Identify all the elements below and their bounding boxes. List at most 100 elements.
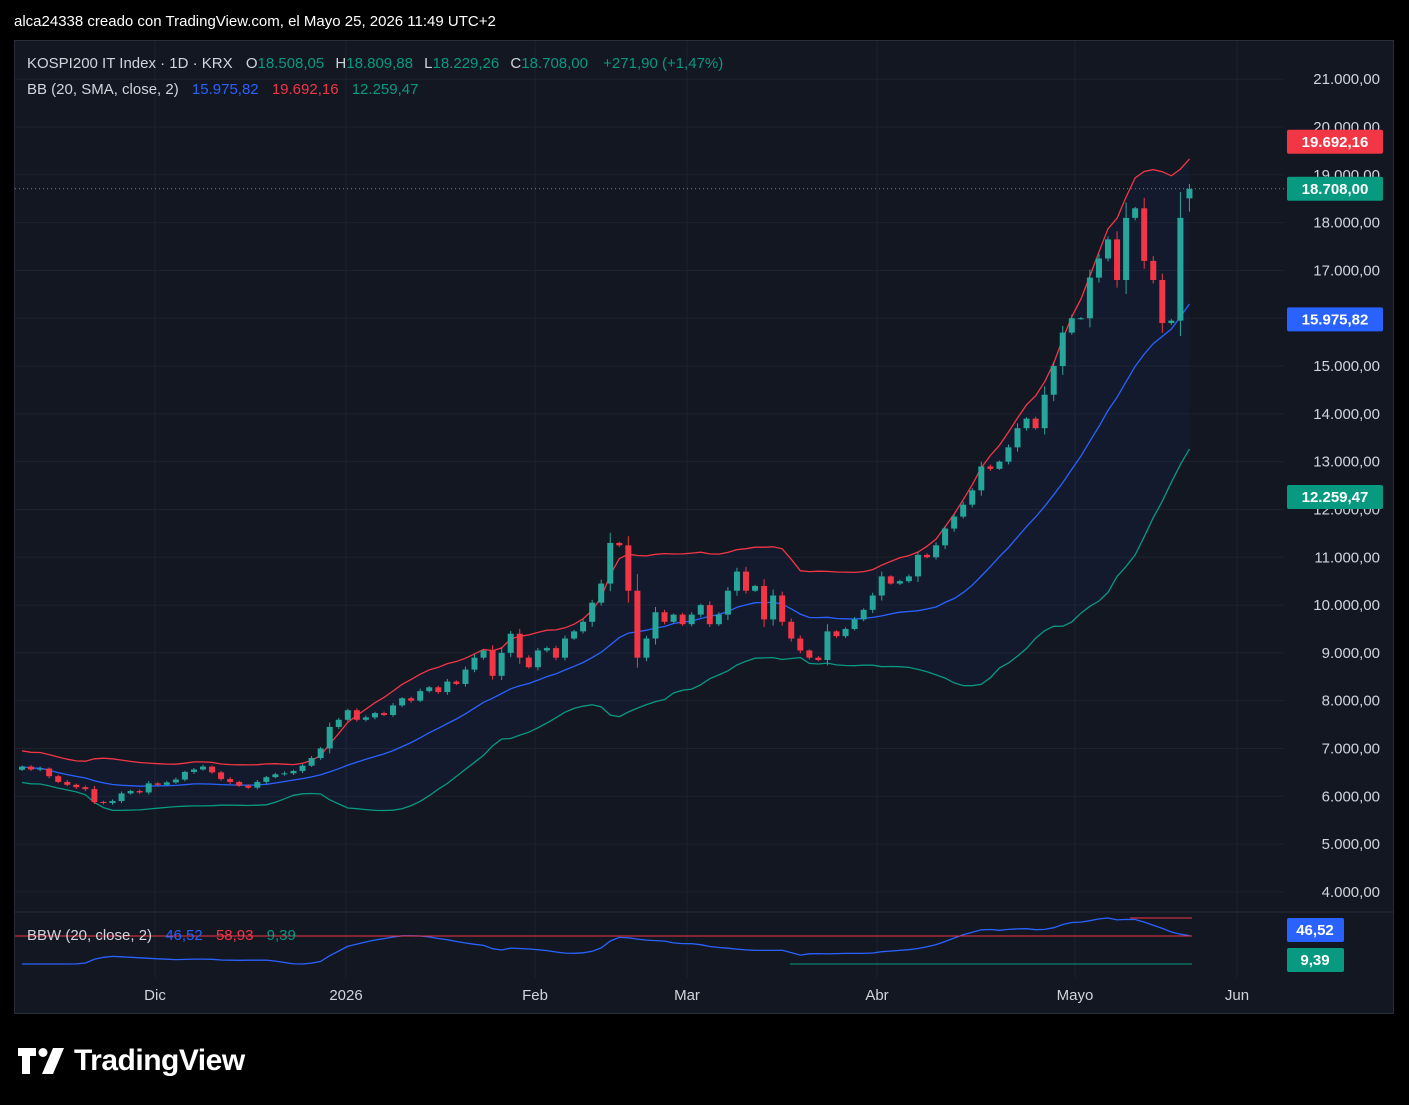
candle-body [969, 490, 976, 505]
candle-body [435, 687, 442, 693]
candle-body [869, 595, 876, 610]
candle-body [344, 710, 351, 720]
candle-body [181, 771, 188, 780]
candle-body [326, 726, 333, 749]
candle-body [770, 595, 777, 620]
candle-body [1186, 188, 1193, 199]
price-label-text: 12.259,47 [1302, 489, 1369, 506]
candle-body [19, 766, 25, 770]
candle-body [64, 781, 71, 785]
bb-name: BB (20, SMA, close, 2) [27, 81, 179, 98]
candle-body [534, 650, 541, 668]
candle-body [209, 766, 216, 773]
candle-body [91, 789, 98, 803]
candle-body [552, 648, 559, 658]
candle-body [851, 619, 858, 629]
bb-upper-value: 19.692,16 [271, 81, 339, 98]
candle-body [390, 705, 397, 716]
candle-body [136, 791, 143, 793]
candle-body [399, 698, 406, 706]
candle-body [724, 590, 731, 615]
candle-body [263, 777, 270, 782]
candle-body [933, 545, 940, 558]
candle-body [489, 650, 496, 676]
candle-body [543, 648, 550, 651]
candle-body [1005, 447, 1012, 462]
candle-body [1032, 418, 1039, 429]
close-value: 18.708,00 [521, 55, 588, 72]
bbw-label-text: 9,39 [1300, 952, 1329, 969]
chart-caption: alca24338 creado con TradingView.com, el… [14, 13, 496, 30]
candle-body [571, 631, 578, 639]
candle-body [634, 590, 641, 658]
candle-body [200, 766, 206, 770]
candle-body [281, 773, 288, 775]
bbw-label-text: 46,52 [1296, 922, 1334, 939]
y-tick-label: 4.000,00 [1322, 884, 1380, 901]
open-value: 18.508,05 [257, 55, 325, 72]
bb-band-fill [22, 158, 1190, 811]
candle-body [607, 542, 614, 584]
candle-body [1123, 217, 1130, 281]
candle-body [896, 581, 903, 584]
candle-body [218, 772, 225, 780]
candle-body [245, 785, 252, 788]
candle-body [127, 791, 134, 794]
candle-body [996, 461, 1003, 469]
candle-body [842, 628, 849, 637]
candle-body [444, 681, 451, 693]
candle-body [308, 758, 315, 766]
bbw-line [22, 917, 1190, 965]
y-tick-label: 18.000,00 [1313, 215, 1380, 232]
candle-body [625, 545, 632, 591]
candle-body [643, 638, 650, 658]
candle-body [978, 466, 985, 491]
candle-body [109, 801, 116, 803]
candle-body [145, 783, 152, 793]
price-label-text: 19.692,16 [1302, 134, 1369, 151]
candle-body [55, 776, 62, 782]
candle-body [163, 782, 170, 785]
candle-body [317, 748, 324, 759]
bb-basis-line [21, 303, 1191, 787]
candle-body [353, 710, 360, 720]
candle-body [598, 583, 605, 603]
tradingview-logo[interactable]: TradingView [18, 1044, 245, 1078]
x-tick-label: Abr [865, 987, 888, 1004]
candle-body [688, 614, 695, 625]
candle-body [516, 633, 523, 658]
candle-body [616, 542, 623, 546]
change-value: +271,90 (+1,47%) [603, 55, 724, 72]
bbw-low-value: 9,39 [266, 927, 296, 944]
candle-body [1177, 217, 1184, 321]
candle-body [1050, 366, 1057, 395]
candle-body [1159, 280, 1166, 324]
candle-body [580, 621, 587, 632]
candle-body [37, 768, 44, 770]
high-value: 18.809,88 [346, 55, 413, 72]
y-tick-label: 21.000,00 [1313, 71, 1380, 88]
y-tick-label: 11.000,00 [1314, 549, 1380, 566]
bbw-label-box [1287, 948, 1344, 972]
bbw-name: BBW (20, close, 2) [27, 927, 153, 944]
price-label-text: 18.708,00 [1302, 181, 1369, 198]
candle-body [960, 504, 967, 517]
candle-body [1068, 318, 1075, 333]
y-tick-label: 17.000,00 [1313, 262, 1380, 279]
candle-body [290, 770, 297, 774]
candle-body [462, 669, 469, 684]
candle-body [752, 585, 759, 591]
candle-body [815, 657, 822, 661]
candle-body [679, 614, 686, 625]
candle-body [652, 612, 659, 639]
candle-body [254, 781, 261, 788]
y-tick-label: 9.000,00 [1322, 645, 1380, 662]
candle-body [733, 571, 740, 591]
candle-body [362, 717, 369, 720]
candle-body [417, 691, 424, 701]
x-tick-label: Feb [522, 987, 548, 1004]
chart-frame[interactable] [14, 40, 1394, 1014]
bb-legend: BB (20, SMA, close, 2) 15.975,82 19.692,… [27, 81, 421, 98]
y-tick-label: 14.000,00 [1313, 406, 1380, 423]
